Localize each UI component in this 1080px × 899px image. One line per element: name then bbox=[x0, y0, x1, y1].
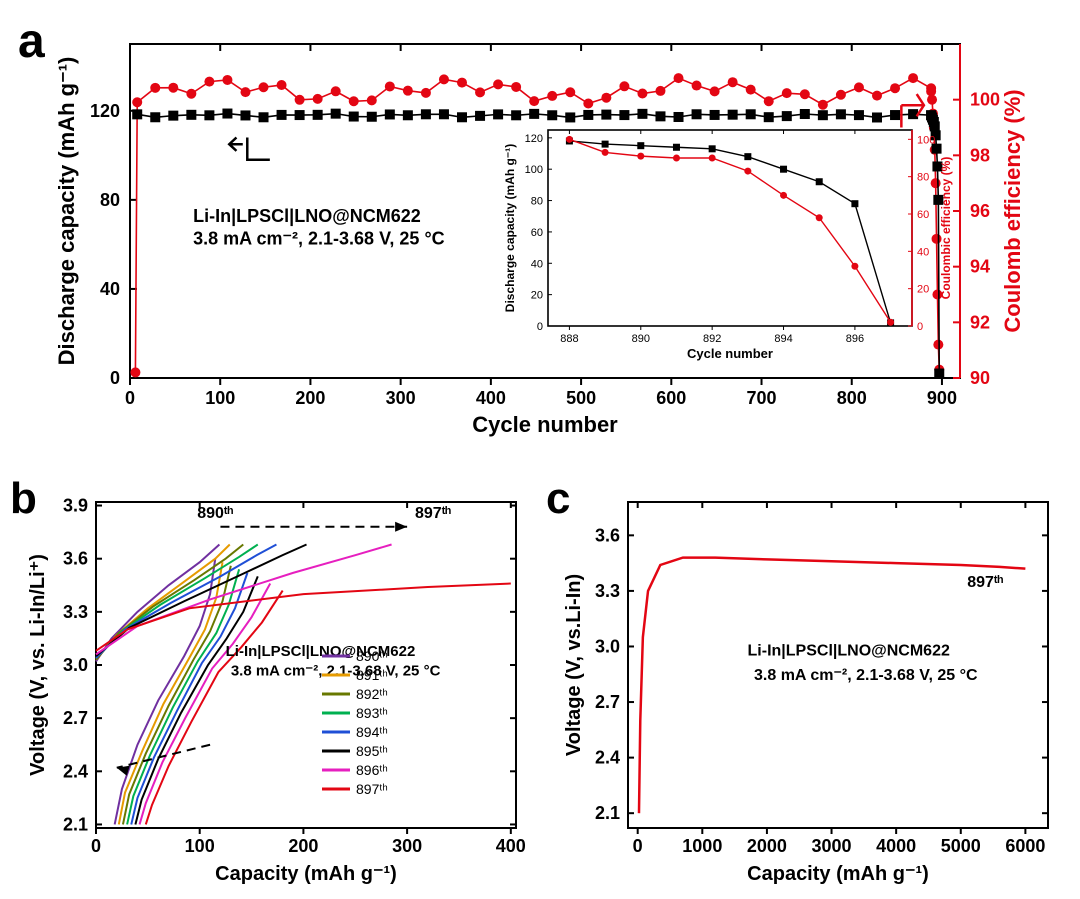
svg-text:0: 0 bbox=[633, 836, 643, 856]
svg-text:Voltage (V, vs. Li-In/Li⁺): Voltage (V, vs. Li-In/Li⁺) bbox=[27, 554, 49, 776]
svg-text:100: 100 bbox=[917, 134, 935, 146]
svg-text:3.8 mA cm⁻², 2.1-3.68 V, 25 °C: 3.8 mA cm⁻², 2.1-3.68 V, 25 °C bbox=[754, 667, 978, 684]
svg-text:120: 120 bbox=[90, 101, 120, 121]
svg-text:800: 800 bbox=[837, 388, 867, 408]
svg-text:0: 0 bbox=[110, 368, 120, 388]
svg-text:300: 300 bbox=[386, 388, 416, 408]
svg-text:3.0: 3.0 bbox=[595, 636, 620, 656]
svg-text:3.9: 3.9 bbox=[63, 496, 88, 516]
svg-text:0: 0 bbox=[91, 836, 101, 856]
svg-text:888: 888 bbox=[560, 333, 578, 345]
svg-text:200: 200 bbox=[288, 836, 318, 856]
svg-text:500: 500 bbox=[566, 388, 596, 408]
svg-text:40: 40 bbox=[100, 279, 120, 299]
svg-text:0: 0 bbox=[537, 321, 543, 333]
svg-text:3.8 mA cm⁻², 2.1-3.68 V, 25 °C: 3.8 mA cm⁻², 2.1-3.68 V, 25 °C bbox=[231, 663, 441, 680]
svg-text:20: 20 bbox=[531, 290, 543, 302]
svg-text:80: 80 bbox=[100, 190, 120, 210]
svg-text:Coulomb efficiency (%): Coulomb efficiency (%) bbox=[1000, 89, 1025, 332]
svg-text:2.7: 2.7 bbox=[595, 692, 620, 712]
svg-text:3.6: 3.6 bbox=[63, 549, 88, 569]
svg-text:700: 700 bbox=[746, 388, 776, 408]
svg-text:2.4: 2.4 bbox=[595, 748, 620, 768]
svg-text:94: 94 bbox=[970, 257, 990, 277]
svg-text:890: 890 bbox=[632, 333, 650, 345]
svg-text:Discharge capacity (mAh g⁻¹): Discharge capacity (mAh g⁻¹) bbox=[54, 57, 79, 366]
svg-text:890ᵗʰ: 890ᵗʰ bbox=[356, 648, 388, 664]
svg-text:3.3: 3.3 bbox=[63, 602, 88, 622]
svg-text:2.1: 2.1 bbox=[595, 803, 620, 823]
svg-text:300: 300 bbox=[392, 836, 422, 856]
svg-text:2.4: 2.4 bbox=[63, 761, 88, 781]
svg-text:895ᵗʰ: 895ᵗʰ bbox=[356, 743, 388, 759]
svg-text:897ᵗʰ: 897ᵗʰ bbox=[415, 505, 451, 522]
svg-text:6000: 6000 bbox=[1005, 836, 1045, 856]
svg-text:Capacity (mAh g⁻¹): Capacity (mAh g⁻¹) bbox=[747, 863, 929, 885]
svg-text:3.3: 3.3 bbox=[595, 581, 620, 601]
svg-text:900: 900 bbox=[927, 388, 957, 408]
svg-text:890ᵗʰ: 890ᵗʰ bbox=[197, 505, 233, 522]
svg-text:897ᵗʰ: 897ᵗʰ bbox=[967, 574, 1003, 591]
svg-text:98: 98 bbox=[970, 145, 990, 165]
svg-text:Capacity (mAh g⁻¹): Capacity (mAh g⁻¹) bbox=[215, 863, 397, 885]
svg-text:100: 100 bbox=[970, 90, 1000, 110]
svg-text:0: 0 bbox=[917, 321, 923, 333]
panel-b-svg: 0 100 200 300 400 2.1 2.4 2.7 3.0 3.3 3.6 3.9 Capaci… bbox=[10, 480, 540, 890]
svg-text:Voltage (V, vs.Li-In): Voltage (V, vs.Li-In) bbox=[563, 574, 585, 756]
svg-text:892: 892 bbox=[703, 333, 721, 345]
svg-text:80: 80 bbox=[531, 196, 543, 208]
svg-text:92: 92 bbox=[970, 312, 990, 332]
svg-text:40: 40 bbox=[917, 246, 929, 258]
svg-text:Li-In|LPSCl|LNO@NCM622: Li-In|LPSCl|LNO@NCM622 bbox=[748, 643, 950, 660]
svg-text:Cycle number: Cycle number bbox=[687, 346, 773, 361]
panel-a-svg: 0100200300400500600700800900040801209092… bbox=[40, 20, 1060, 450]
svg-text:20: 20 bbox=[917, 284, 929, 296]
svg-text:2000: 2000 bbox=[747, 836, 787, 856]
svg-text:200: 200 bbox=[295, 388, 325, 408]
svg-text:600: 600 bbox=[656, 388, 686, 408]
svg-text:40: 40 bbox=[531, 258, 543, 270]
svg-text:80: 80 bbox=[917, 172, 929, 184]
figure: a b c 0100200300400500600700800900040801… bbox=[0, 0, 1080, 899]
svg-text:96: 96 bbox=[970, 201, 990, 221]
svg-text:Discharge capacity (mAh g⁻¹): Discharge capacity (mAh g⁻¹) bbox=[503, 144, 517, 312]
svg-text:400: 400 bbox=[496, 836, 526, 856]
svg-text:Coulombic efficiency (%): Coulombic efficiency (%) bbox=[939, 157, 953, 300]
svg-text:894ᵗʰ: 894ᵗʰ bbox=[356, 724, 388, 740]
svg-text:100: 100 bbox=[525, 164, 543, 176]
svg-text:5000: 5000 bbox=[941, 836, 981, 856]
svg-text:Li-In|LPSCl|LNO@NCM622: Li-In|LPSCl|LNO@NCM622 bbox=[193, 206, 421, 226]
svg-text:100: 100 bbox=[205, 388, 235, 408]
svg-text:893ᵗʰ: 893ᵗʰ bbox=[356, 705, 388, 721]
svg-text:892ᵗʰ: 892ᵗʰ bbox=[356, 686, 388, 702]
svg-text:2.7: 2.7 bbox=[63, 708, 88, 728]
svg-text:896ᵗʰ: 896ᵗʰ bbox=[356, 762, 388, 778]
svg-text:897ᵗʰ: 897ᵗʰ bbox=[356, 781, 388, 797]
svg-text:3000: 3000 bbox=[812, 836, 852, 856]
svg-text:3.0: 3.0 bbox=[63, 655, 88, 675]
svg-text:3.8 mA cm⁻², 2.1-3.68 V, 25 °C: 3.8 mA cm⁻², 2.1-3.68 V, 25 °C bbox=[193, 228, 444, 248]
svg-text:3.6: 3.6 bbox=[595, 525, 620, 545]
panel-c-svg: 0 1000 2000 3000 4000 5000 6000 2.1 2.4 2.7 3.0 3.3… bbox=[552, 480, 1072, 890]
svg-text:4000: 4000 bbox=[876, 836, 916, 856]
svg-text:400: 400 bbox=[476, 388, 506, 408]
svg-text:Cycle number: Cycle number bbox=[472, 412, 618, 437]
svg-text:894: 894 bbox=[774, 333, 792, 345]
svg-text:60: 60 bbox=[917, 209, 929, 221]
svg-text:2.1: 2.1 bbox=[63, 814, 88, 834]
svg-text:100: 100 bbox=[185, 836, 215, 856]
svg-text:891ᵗʰ: 891ᵗʰ bbox=[356, 667, 388, 683]
svg-text:1000: 1000 bbox=[682, 836, 722, 856]
svg-text:60: 60 bbox=[531, 227, 543, 239]
svg-text:896: 896 bbox=[846, 333, 864, 345]
svg-text:120: 120 bbox=[525, 133, 543, 145]
svg-text:0: 0 bbox=[125, 388, 135, 408]
svg-text:90: 90 bbox=[970, 368, 990, 388]
